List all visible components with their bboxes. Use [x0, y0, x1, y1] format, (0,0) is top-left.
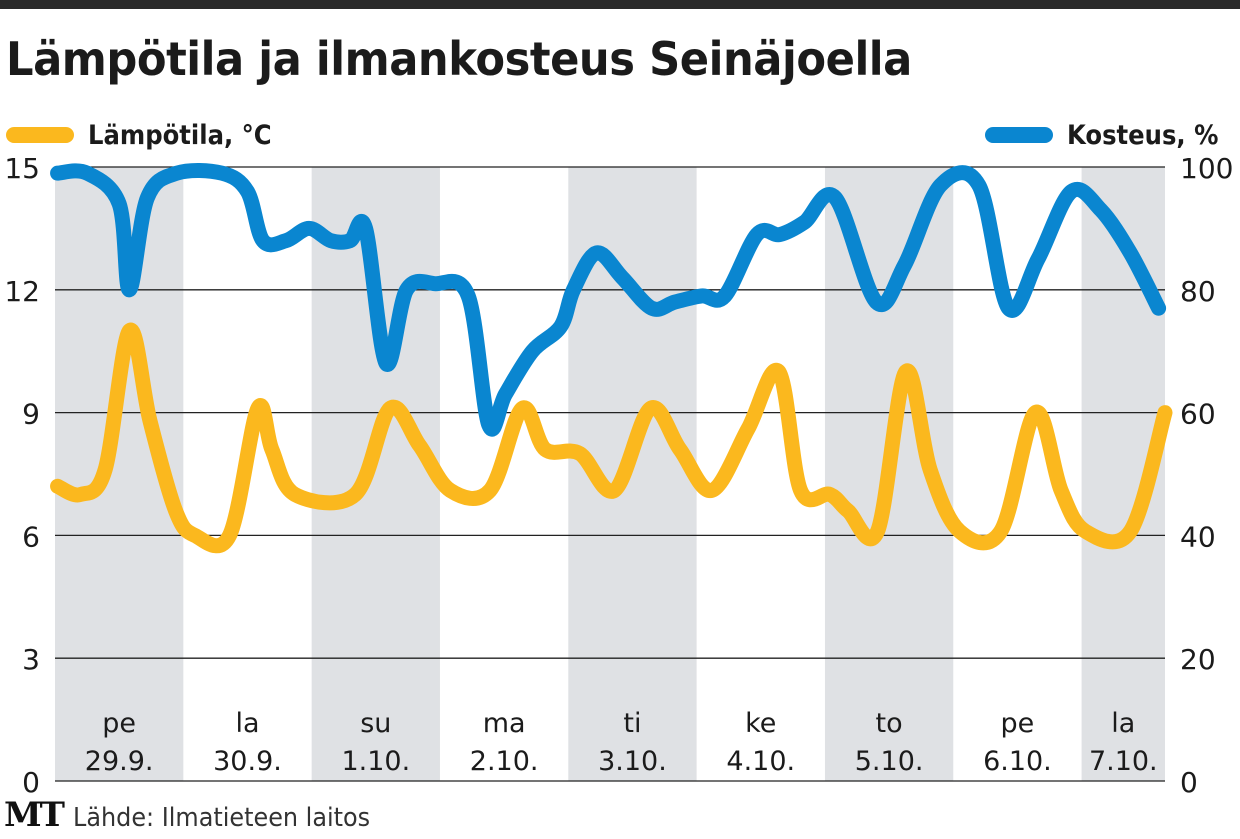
- day-weekday-label: ke: [745, 708, 776, 739]
- legend-swatch-humidity: [985, 127, 1053, 143]
- right-axis-ticks: 0 20 40 60 80 100: [1180, 152, 1233, 799]
- day-weekday-label: ti: [623, 708, 641, 739]
- legend-humidity: Kosteus, %: [985, 118, 1235, 152]
- day-date-label: 4.10.: [726, 746, 795, 777]
- day-labels: pe 29.9. la 30.9. su 1.10. ma 2.10. ti 3.10. ke 4.1…: [85, 708, 1158, 777]
- right-tick-label: 80: [1180, 275, 1216, 308]
- left-tick-label: 3: [22, 643, 40, 676]
- day-weekday-label: ma: [483, 708, 526, 739]
- left-tick-label: 9: [22, 398, 40, 431]
- chart-title: Lämpötila ja ilmankosteus Seinäjoella: [6, 32, 912, 86]
- right-tick-label: 40: [1180, 520, 1216, 553]
- day-weekday-label: to: [876, 708, 903, 739]
- right-tick-label: 60: [1180, 398, 1216, 431]
- left-tick-label: 12: [4, 275, 40, 308]
- day-date-label: 30.9.: [213, 746, 282, 777]
- day-date-label: 2.10.: [470, 746, 539, 777]
- day-weekday-label: la: [1111, 708, 1135, 739]
- left-tick-label: 0: [22, 766, 40, 799]
- day-date-label: 6.10.: [983, 746, 1052, 777]
- footer: MT Lähde: Ilmatieteen laitos: [4, 795, 396, 835]
- day-date-label: 7.10.: [1089, 746, 1158, 777]
- left-tick-label: 6: [22, 520, 40, 553]
- legend-label-humidity: Kosteus, %: [1067, 119, 1219, 151]
- mt-logo: MT: [4, 795, 65, 835]
- top-rule: [0, 0, 1240, 9]
- day-weekday-label: pe: [1001, 708, 1035, 739]
- source-text: Lähde: Ilmatieteen laitos: [72, 803, 371, 833]
- legend-temperature: Lämpötila, °C: [6, 118, 292, 152]
- day-date-label: 5.10.: [855, 746, 924, 777]
- day-weekday-label: la: [235, 708, 259, 739]
- right-tick-label: 100: [1180, 152, 1233, 185]
- left-tick-label: 15: [4, 152, 40, 185]
- day-date-label: 3.10.: [598, 746, 667, 777]
- right-tick-label: 20: [1180, 643, 1216, 676]
- day-date-label: 29.9.: [85, 746, 154, 777]
- legend-label-temperature: Lämpötila, °C: [88, 119, 272, 151]
- left-axis-ticks: 0 3 6 9 12 15: [4, 152, 40, 799]
- legend-swatch-temperature: [6, 127, 74, 143]
- day-date-label: 1.10.: [341, 746, 410, 777]
- day-weekday-label: pe: [102, 708, 136, 739]
- day-weekday-label: su: [360, 708, 391, 739]
- series-lines: [50, 162, 1173, 554]
- right-tick-label: 0: [1180, 766, 1198, 799]
